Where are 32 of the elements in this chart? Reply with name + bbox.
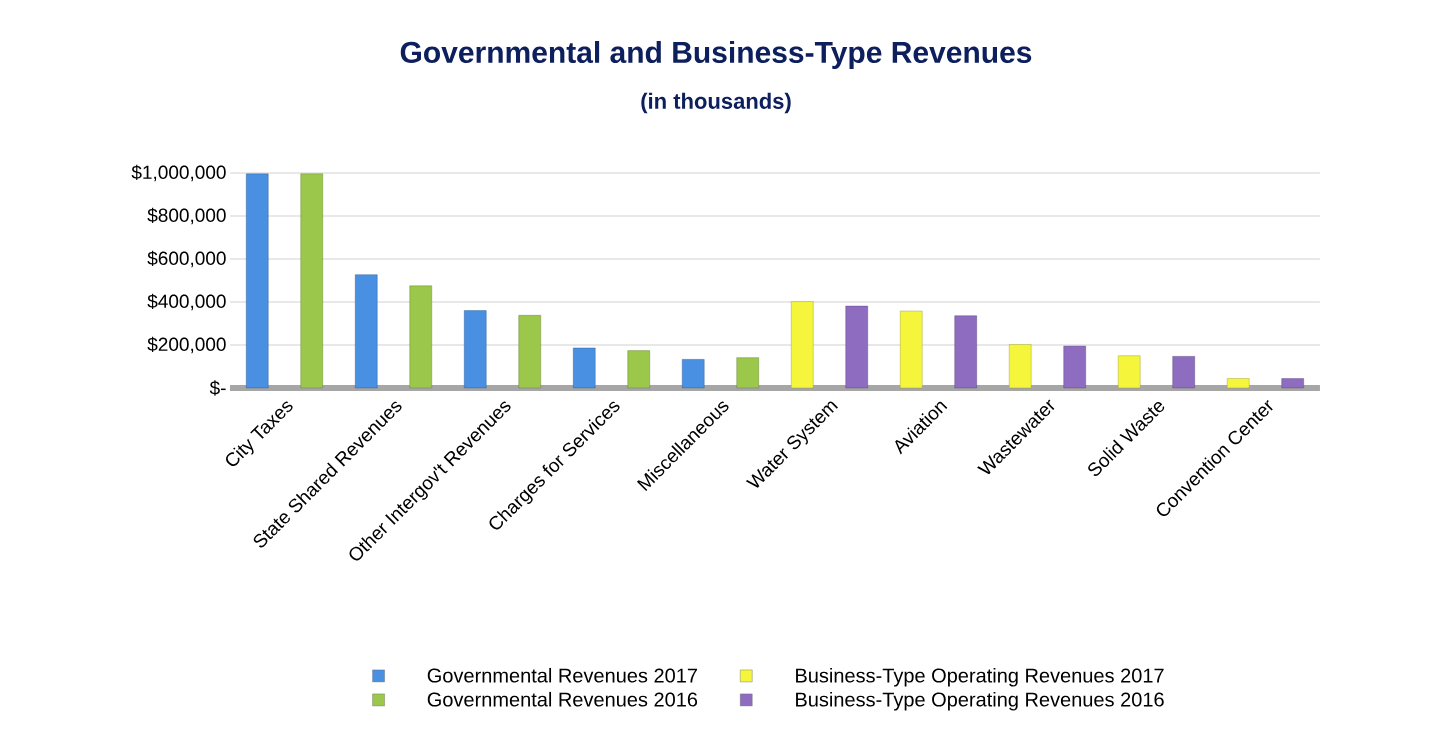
bar — [573, 347, 596, 389]
y-tick-label: $800,000 — [147, 207, 226, 225]
bar — [954, 315, 977, 389]
y-tick-label: $- — [209, 380, 226, 396]
bar — [409, 285, 432, 389]
bar — [300, 173, 323, 389]
legend-label: Business-Type Operating Revenues 2017 — [796, 667, 1164, 687]
legend-label: Business-Type Operating Revenues 2016 — [796, 691, 1164, 711]
legend-label: Governmental Revenues 2017 — [427, 667, 697, 683]
bar — [1172, 356, 1195, 389]
bar — [627, 350, 650, 389]
bar — [736, 357, 759, 389]
bar — [464, 310, 487, 389]
bar — [518, 315, 541, 389]
y-tick-label: $1,000,000 — [131, 164, 226, 182]
chart-subtitle: (in thousands) — [641, 92, 791, 114]
bar — [900, 310, 923, 389]
bar — [246, 173, 269, 389]
bar — [682, 359, 705, 389]
y-tick-label: $600,000 — [147, 250, 226, 268]
bar — [355, 274, 378, 389]
legend-label: Governmental Revenues 2016 — [427, 691, 698, 707]
y-tick-label: $200,000 — [147, 336, 226, 354]
bar — [1226, 378, 1250, 389]
bar — [1281, 378, 1304, 389]
bar — [1063, 345, 1086, 389]
bar — [845, 305, 868, 389]
chart-title: Governmental and Business-Type Revenues — [400, 41, 1032, 69]
y-tick-label: $400,000 — [147, 293, 226, 311]
bar — [791, 301, 814, 389]
bar — [1009, 344, 1032, 389]
bar — [1118, 355, 1141, 389]
